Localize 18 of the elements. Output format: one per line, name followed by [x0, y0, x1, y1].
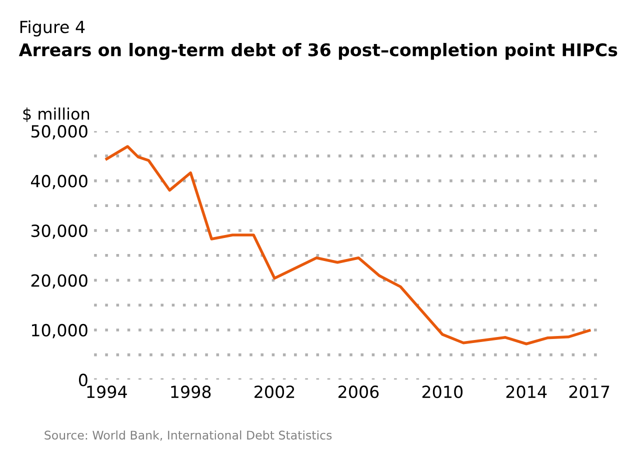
- chart-title: Figure 4: [20, 20, 85, 36]
- source-note: Source: World Bank, International Debt Statistics: [44, 430, 332, 441]
- line-series: [105, 145, 591, 346]
- x-tick-label: 1994: [87, 386, 127, 398]
- y-tick-label: 10,000: [32, 324, 88, 338]
- chart-subtitle: Arrears on long-term debt of 36 post–completion point HIPCs: [18, 42, 618, 60]
- x-tick-label: 2017: [569, 386, 610, 398]
- y-axis-title: $ million: [23, 108, 90, 122]
- y-tick-label: 40,000: [30, 174, 88, 190]
- y-tick-label: 20,000: [31, 274, 88, 289]
- x-tick-label: 2014: [506, 386, 547, 398]
- x-tick-label: 2006: [338, 386, 379, 398]
- y-tick-label: 50,000: [31, 125, 88, 140]
- y-tick-label: 30,000: [31, 224, 88, 239]
- y-tick-label: 0: [78, 374, 88, 386]
- x-tick-label: 1998: [171, 386, 211, 398]
- x-tick-label: 2010: [422, 386, 463, 398]
- x-tick-label: 2002: [254, 386, 294, 398]
